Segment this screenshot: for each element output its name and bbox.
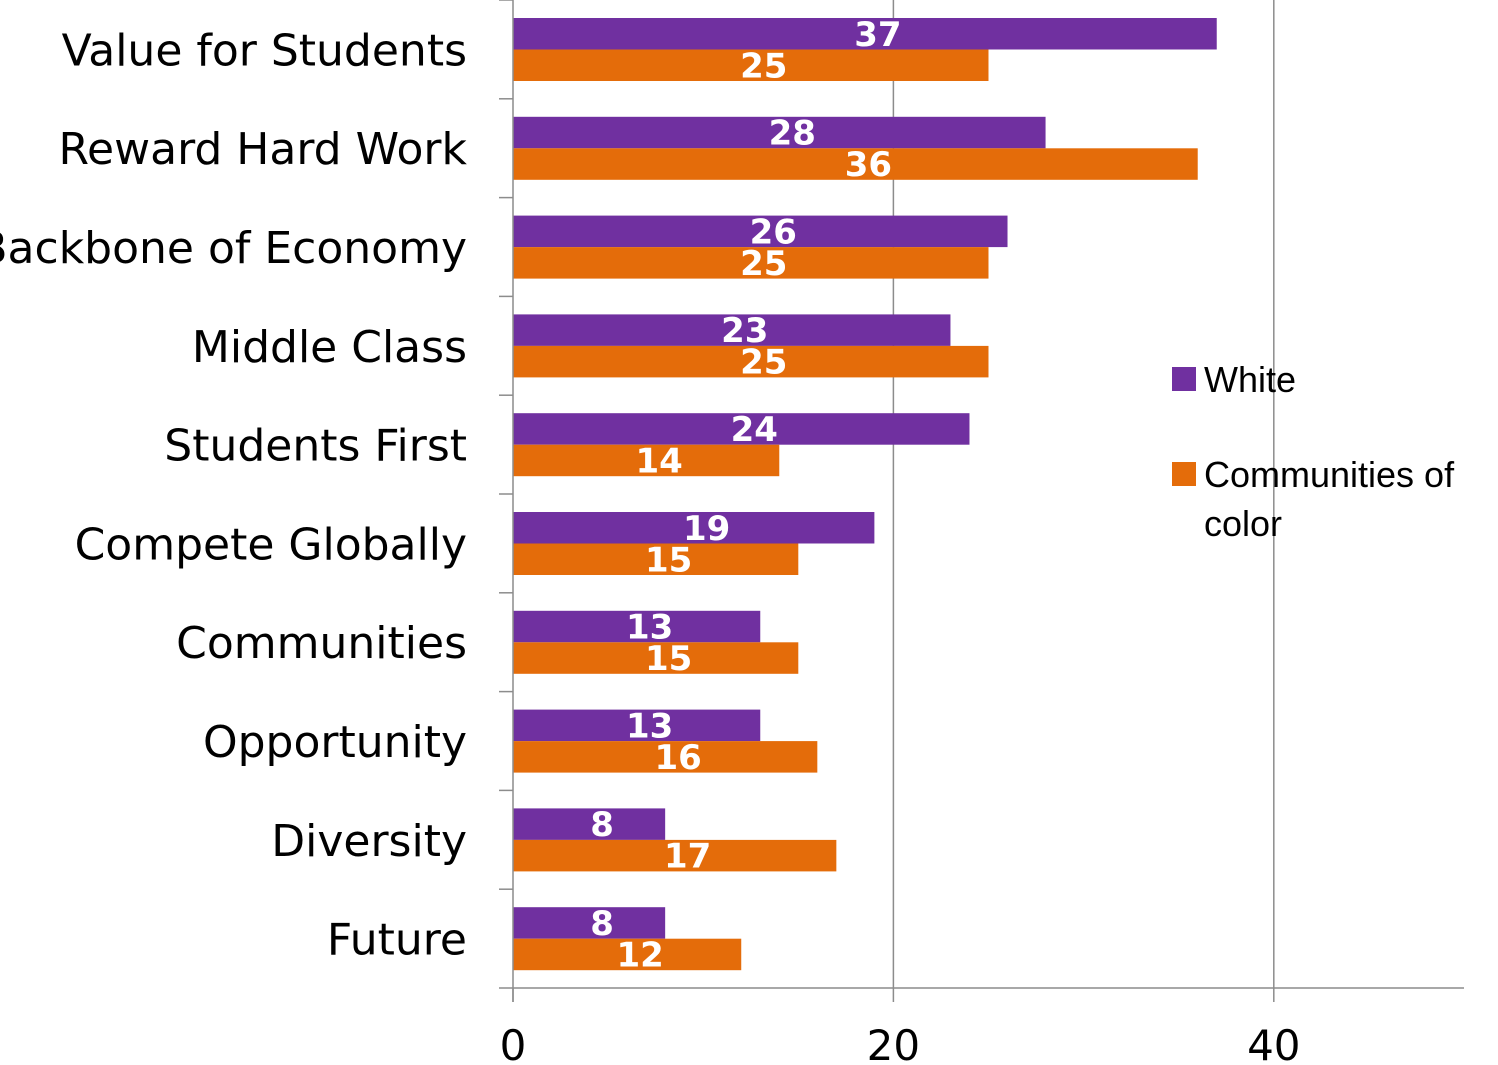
data-label-white-value-for-students: 37	[854, 15, 901, 55]
bar-white-value-for-students	[513, 18, 1217, 50]
data-label-communities-of-color-value-for-students: 25	[740, 46, 787, 86]
data-label-communities-of-color-students-first: 14	[635, 441, 682, 481]
category-label-communities: Communities	[176, 618, 467, 669]
legend-swatch-white	[1172, 367, 1196, 391]
bar-communities-of-color-opportunity	[513, 741, 818, 773]
legend-swatch-communities-of-color	[1172, 462, 1196, 486]
data-label-white-students-first: 24	[731, 410, 778, 450]
data-label-white-reward-hard-work: 28	[769, 114, 816, 154]
bar-communities-of-color-reward-hard-work	[513, 148, 1198, 180]
bar-communities-of-color-backbone-of-economy	[513, 247, 989, 279]
category-label-reward-hard-work: Reward Hard Work	[58, 124, 467, 175]
bar-communities-of-color-value-for-students	[513, 49, 989, 81]
data-label-communities-of-color-opportunity: 16	[654, 738, 701, 778]
bar-communities-of-color-students-first	[513, 444, 780, 477]
bar-communities-of-color-middle-class	[513, 345, 989, 378]
data-label-white-compete-globally: 19	[683, 509, 730, 549]
bar-white-future	[513, 907, 666, 939]
data-label-communities-of-color-future: 12	[616, 935, 663, 975]
bar-white-compete-globally	[513, 512, 875, 544]
bar-white-middle-class	[513, 314, 951, 346]
bar-communities-of-color-communities	[513, 642, 799, 674]
bar-communities-of-color-diversity	[513, 839, 837, 872]
data-label-communities-of-color-reward-hard-work: 36	[845, 145, 892, 185]
bar-white-opportunity	[513, 709, 761, 742]
legend: White Communities of color	[1172, 359, 1455, 544]
data-label-white-diversity: 8	[590, 805, 614, 845]
data-label-white-future: 8	[590, 904, 614, 944]
bar-white-students-first	[513, 413, 970, 445]
data-label-white-middle-class: 23	[721, 311, 768, 351]
bar-white-reward-hard-work	[513, 116, 1046, 149]
category-label-middle-class: Middle Class	[192, 322, 467, 373]
category-labels: Value for Students Reward Hard Work Backbo…	[0, 25, 468, 965]
category-label-value-for-students: Value for Students	[62, 25, 467, 76]
bar-white-communities	[513, 610, 761, 643]
category-label-backbone-of-economy: Backbone of Economy	[0, 223, 467, 274]
category-label-diversity: Diversity	[271, 816, 467, 867]
legend-label-communities-of-color: Communities of color	[1204, 454, 1455, 544]
data-label-communities-of-color-diversity: 17	[664, 837, 711, 877]
category-label-students-first: Students First	[164, 421, 467, 472]
data-label-communities-of-color-middle-class: 25	[740, 343, 787, 383]
bar-white-backbone-of-economy	[513, 215, 1008, 248]
data-label-communities-of-color-communities: 15	[645, 639, 692, 679]
x-tick-label-40: 40	[1247, 1021, 1300, 1065]
category-label-opportunity: Opportunity	[203, 717, 467, 768]
x-tick-labels: 0 20 40	[500, 1021, 1301, 1065]
data-label-white-communities: 13	[626, 608, 673, 648]
category-label-compete-globally: Compete Globally	[75, 519, 467, 570]
bar-communities-of-color-future	[513, 938, 742, 971]
legend-label-white: White	[1204, 359, 1296, 400]
data-label-white-backbone-of-economy: 26	[750, 212, 797, 252]
category-label-future: Future	[327, 915, 467, 966]
data-label-communities-of-color-backbone-of-economy: 25	[740, 244, 787, 284]
data-label-white-opportunity: 13	[626, 706, 673, 746]
x-tick-label-20: 20	[867, 1021, 920, 1065]
bar-white-diversity	[513, 808, 666, 840]
x-tick-label-0: 0	[500, 1021, 527, 1065]
data-label-communities-of-color-compete-globally: 15	[645, 540, 692, 580]
bars	[513, 18, 1217, 971]
bar-communities-of-color-compete-globally	[513, 543, 799, 575]
axes	[499, 0, 1464, 1002]
